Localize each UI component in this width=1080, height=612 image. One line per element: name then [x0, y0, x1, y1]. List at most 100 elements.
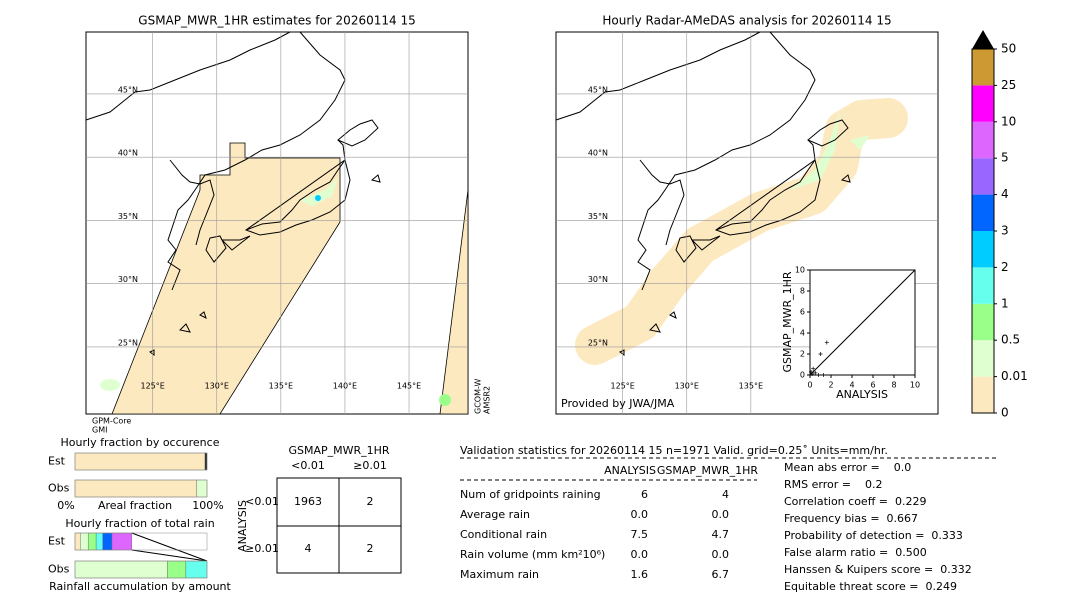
y-tick-label: 8: [800, 287, 805, 296]
row-title: ANALYSIS: [236, 500, 249, 552]
x-axis-label: Rainfall accumulation by amount: [49, 580, 231, 593]
cell: 2: [367, 542, 374, 555]
colorbar: 0 0.01 0.5 1 2 3 4 5 10 25 50: [971, 30, 1028, 420]
swath: [111, 142, 341, 415]
lat-label: 45°N: [118, 85, 138, 94]
rain-area: [575, 98, 908, 365]
rain-area: [790, 110, 870, 190]
rain-area: [100, 379, 120, 391]
statistics: Validation statistics for 20260114 15 n=…: [460, 444, 996, 593]
bar-segment: [196, 479, 208, 498]
row-label: Est: [48, 455, 66, 468]
lat-label: 35°N: [588, 212, 608, 221]
rain-area: [439, 394, 451, 406]
bar-segment: [74, 452, 206, 471]
y-tick-label: 10: [795, 266, 805, 275]
color-band: [972, 85, 994, 122]
bar-segment: [167, 560, 187, 579]
bar-segment: [80, 532, 89, 551]
sensor-label: AMSR2: [483, 386, 492, 414]
row-label: ≥0.01: [245, 542, 279, 555]
lon-label: 135°E: [269, 382, 293, 391]
colorbar-label: 0: [1001, 406, 1009, 420]
point: [810, 371, 815, 376]
point: [809, 369, 814, 374]
cell: 7.5: [631, 528, 649, 541]
sensor-label: GCOM-W: [474, 378, 483, 414]
color-band: [972, 340, 994, 377]
connector: [131, 549, 208, 562]
column-header: ANALYSIS: [604, 464, 656, 477]
y-tick-label: 6: [800, 308, 805, 317]
col-label: <0.01: [291, 459, 325, 472]
diagonal: [809, 269, 916, 376]
bar-segment: [102, 532, 113, 551]
cell: 0.0: [712, 508, 730, 521]
x-tick-label: 0%: [57, 499, 74, 512]
colorbar-label: 50: [1001, 42, 1016, 56]
column-header: GSMAP_MWR_1HR: [657, 464, 758, 477]
bar-segment: [74, 560, 168, 579]
color-band: [972, 231, 994, 268]
swath: [439, 189, 469, 415]
row-label: Obs: [48, 482, 70, 495]
x-tick-label: 8: [891, 381, 896, 390]
bar-segment: [185, 560, 208, 579]
cell: 4: [305, 542, 312, 555]
score: Equitable threat score = 0.249: [784, 580, 957, 593]
row-label: Obs: [48, 563, 70, 576]
color-band: [972, 194, 994, 231]
lat-label: 30°N: [588, 275, 608, 284]
cell: 0.0: [712, 548, 730, 561]
y-tick-label: 4: [800, 329, 805, 338]
map-title: GSMAP_MWR_1HR estimates for 20260114 15: [138, 14, 415, 28]
point: [818, 352, 823, 356]
bar-segment: [87, 532, 97, 551]
bar-segment: [95, 532, 103, 551]
lon-label: 135°E: [739, 382, 763, 391]
y-tick-label: 0: [800, 371, 805, 380]
score: Probability of detection = 0.333: [784, 529, 963, 542]
score: False alarm ratio = 0.500: [784, 546, 927, 559]
contingency-table: GSMAP_MWR_1HR <0.01 ≥0.01 ANALYSIS <0.01…: [236, 444, 402, 574]
colorbar-label: 4: [1001, 187, 1009, 201]
color-band: [972, 121, 994, 159]
score: RMS error = 0.2: [784, 478, 882, 491]
credit: Provided by JWA/JMA: [561, 397, 675, 410]
chart-title: Hourly fraction of total rain: [65, 517, 214, 530]
score: Hanssen & Kuipers score = 0.332: [784, 563, 972, 576]
lon-label: 145°E: [397, 382, 421, 391]
lat-label: 25°N: [588, 338, 608, 347]
fraction-charts: Hourly fraction by occurence Areal fract…: [48, 436, 232, 593]
scatter: 0 2 4 6 8 10 0 2 4 6 8 10: [795, 266, 920, 390]
cell: 1.6: [631, 568, 649, 581]
point: [808, 373, 812, 377]
x-axis-label: Areal fraction: [98, 499, 172, 512]
lat-label: 45°N: [588, 85, 608, 94]
bar-frame: [74, 560, 208, 579]
color-band: [972, 267, 994, 304]
point: [813, 370, 818, 375]
cell: 6.7: [712, 568, 730, 581]
cell: 6: [641, 488, 648, 501]
colorbar-label: 0.01: [1001, 369, 1028, 383]
colorbar-label: 25: [1001, 78, 1016, 92]
connector: [131, 532, 208, 562]
map-grid: 125°E 130°E 135°E 45°N 40°N 35°N 30°N 25°N: [556, 32, 938, 414]
color-band: [972, 376, 994, 413]
left-map: 125°E 130°E 135°E 140°E 145°E 45°N 40°N 35°N 30°…: [85, 14, 492, 435]
score: Correlation coeff = 0.229: [784, 495, 926, 508]
lon-label: 125°E: [610, 382, 634, 391]
color-band: [972, 158, 994, 195]
score: Mean abs error = 0.0: [784, 461, 911, 474]
colorbar-label: 10: [1001, 114, 1016, 128]
colorbar-label: 1: [1001, 296, 1009, 310]
y-tick-label: 2: [800, 350, 805, 359]
bar-frame: [74, 452, 208, 471]
lon-label: 130°E: [205, 382, 229, 391]
lon-label: 140°E: [333, 382, 357, 391]
point: [824, 340, 829, 345]
point: [811, 366, 816, 371]
